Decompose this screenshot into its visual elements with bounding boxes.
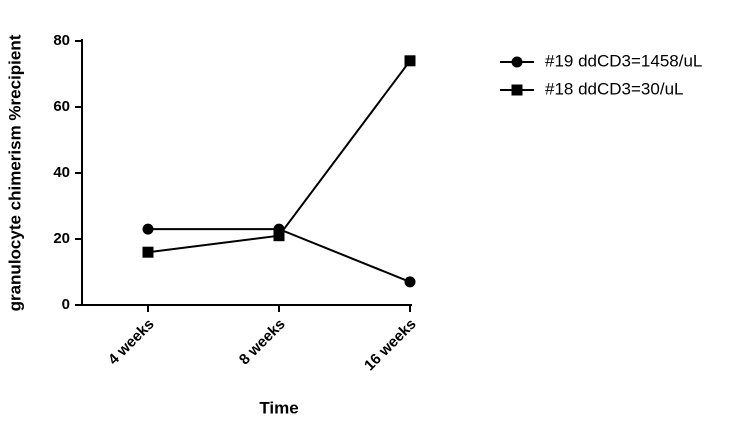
y-tick-label: 80 [53,32,70,49]
data-point [142,223,154,235]
legend-label: #19 ddCD3=1458/uL [545,51,702,70]
legend-label: #18 ddCD3=30/uL [545,79,683,98]
y-tick-label: 40 [53,164,70,181]
data-point [404,55,416,67]
y-tick-label: 0 [62,296,70,313]
data-point [273,230,285,242]
x-axis-title: Time [259,398,298,417]
legend-marker [511,56,523,68]
legend-marker [511,84,523,96]
y-axis-title: granulocyte chimerism %recipient [5,34,24,311]
data-point [142,246,154,258]
data-point [404,276,416,288]
y-tick-label: 60 [53,98,70,115]
y-tick-label: 20 [53,230,70,247]
